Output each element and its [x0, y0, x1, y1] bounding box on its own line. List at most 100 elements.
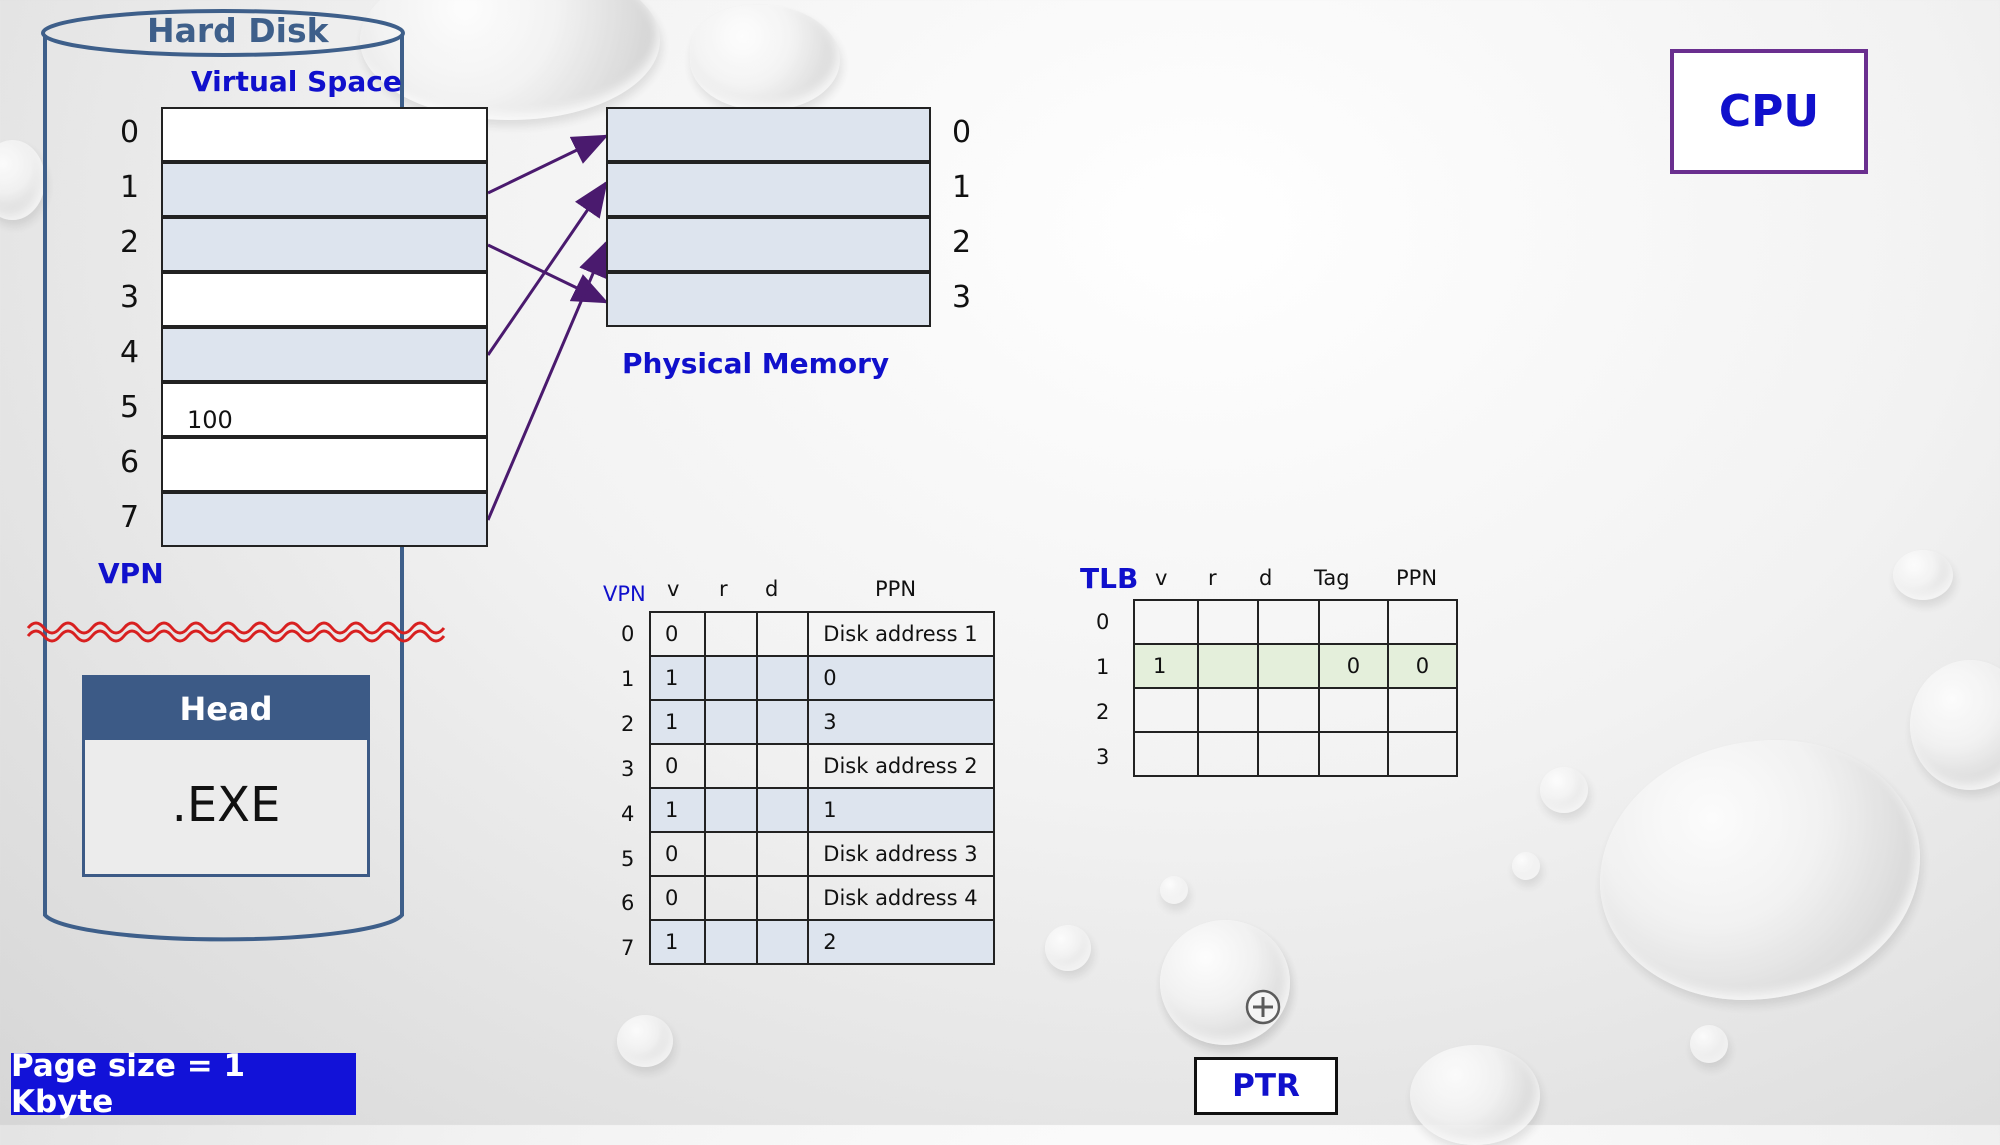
page-table-cell-v: 1 [665, 666, 679, 690]
page-table-cell-ppn: Disk address 1 [823, 622, 978, 646]
tlb-row [1133, 687, 1459, 733]
vpn-number: 7 [120, 500, 140, 535]
page-table-vpn: 4 [621, 801, 635, 826]
water-drop-decoration [1600, 740, 1920, 1000]
tlb-row: 1 0 0 [1133, 643, 1459, 689]
cpu-box: CPU [1670, 49, 1868, 174]
virtual-space-label: Virtual Space [191, 65, 402, 98]
water-drop-decoration [1045, 925, 1091, 971]
physical-frame-cell [606, 107, 931, 162]
page-table-cell-ppn: 0 [823, 666, 837, 690]
water-drop-decoration [690, 5, 840, 110]
offset-label: 100 [187, 406, 233, 434]
page-table-cell-ppn: Disk address 3 [823, 842, 978, 866]
mapping-arrows [486, 134, 609, 521]
tlb-index: 1 [1096, 655, 1110, 679]
page-table-row: 0 Disk address 2 [648, 743, 995, 789]
vpn-label: VPN [98, 557, 164, 590]
page-table-header-ppn: PPN [875, 577, 917, 601]
hard-disk-cylinder [41, 9, 405, 942]
water-drop-decoration [1160, 920, 1290, 1045]
vpn-number: 4 [120, 335, 140, 370]
mapping-arrow [487, 243, 609, 304]
page-table-vpn: 6 [621, 891, 635, 916]
tlb-row [1133, 731, 1459, 777]
physical-frame-cell [606, 272, 931, 327]
disk-break-wavy-line [26, 621, 446, 635]
virtual-page-cell [161, 492, 488, 547]
frame-number: 0 [952, 115, 972, 150]
vpn-number: 2 [120, 225, 140, 260]
physical-frame-cell [606, 162, 931, 217]
water-drop-decoration [617, 1015, 673, 1067]
page-table-row: 0 Disk address 1 [648, 611, 995, 657]
ptr-plus-icon [1245, 989, 1281, 1025]
exe-body-label: .EXE [171, 777, 281, 833]
tlb-index: 2 [1096, 700, 1110, 724]
page-table-vpn: 7 [621, 936, 635, 961]
disk-break-wavy-line [26, 629, 446, 643]
mapping-arrow [487, 134, 609, 195]
page-table-vpn: 1 [621, 666, 635, 691]
page-table-cell-v: 1 [665, 930, 679, 954]
tlb-header-v: v [1155, 566, 1168, 590]
tlb-header-r: r [1208, 566, 1217, 590]
page-table-vpn: 5 [621, 846, 635, 871]
virtual-page-cell [161, 272, 488, 327]
tlb-title: TLB [1080, 562, 1139, 595]
ptr-register: PTR [1194, 1057, 1338, 1115]
water-drop-decoration [1893, 550, 1953, 600]
vpn-number: 5 [120, 390, 140, 425]
vpn-number: 0 [120, 115, 140, 150]
page-size-banner: Page size = 1 Kbyte [11, 1048, 356, 1120]
page-table-cell-ppn: Disk address 2 [823, 754, 978, 778]
tlb-cell-tag: 0 [1346, 654, 1361, 678]
page-table-vpn: 3 [621, 756, 635, 781]
water-drop-decoration [1160, 920, 1290, 1045]
page-table-cell-v: 0 [665, 754, 679, 778]
tlb-header-d: d [1259, 566, 1273, 590]
page-table-cell-v: 1 [665, 798, 679, 822]
virtual-page-cell [161, 162, 488, 217]
cpu-label: CPU [1718, 86, 1820, 137]
tlb-cell-ppn: 0 [1415, 654, 1430, 678]
page-table-cell-v: 0 [665, 886, 679, 910]
page-table-cell-ppn: Disk address 4 [823, 886, 978, 910]
physical-memory-label: Physical Memory [622, 347, 890, 380]
physical-frame-cell [606, 217, 931, 272]
virtual-page-cell [161, 107, 488, 162]
vpn-number: 3 [120, 280, 140, 315]
ptr-label: PTR [1232, 1068, 1300, 1104]
frame-number: 1 [952, 170, 972, 205]
virtual-page-cell [161, 217, 488, 272]
vpn-number: 6 [120, 445, 140, 480]
page-table-row: 0 Disk address 4 [648, 875, 995, 921]
page-table-cell-v: 0 [665, 842, 679, 866]
virtual-page-cell [161, 382, 488, 437]
water-drop-decoration [1690, 1025, 1728, 1063]
mapping-arrow [486, 240, 608, 521]
page-table-cell-v: 1 [665, 710, 679, 734]
tlb-row [1133, 599, 1459, 645]
page-table-cell-ppn: 3 [823, 710, 837, 734]
hard-disk-title: Hard Disk [147, 11, 329, 50]
water-drop-decoration [1160, 876, 1188, 904]
virtual-page-cell [161, 437, 488, 492]
page-table-header-r: r [719, 577, 728, 601]
page-table-header-d: d [765, 577, 779, 601]
tlb-index: 3 [1096, 745, 1110, 769]
vpn-number: 1 [120, 170, 140, 205]
tlb-header-ppn: PPN [1396, 566, 1438, 590]
exe-file-block: Head .EXE [82, 675, 370, 877]
page-table-cell-ppn: 1 [823, 798, 837, 822]
virtual-page-cell [161, 327, 488, 382]
water-drop-decoration [1540, 767, 1588, 813]
tlb-header-tag: Tag [1314, 566, 1350, 590]
page-table-header-vpn: VPN [603, 582, 646, 606]
page-table-row: 0 Disk address 3 [648, 831, 995, 877]
page-table: 0 Disk address 1 1 0 1 3 0 Disk address 2 1 1 0 Dis… [648, 611, 995, 965]
